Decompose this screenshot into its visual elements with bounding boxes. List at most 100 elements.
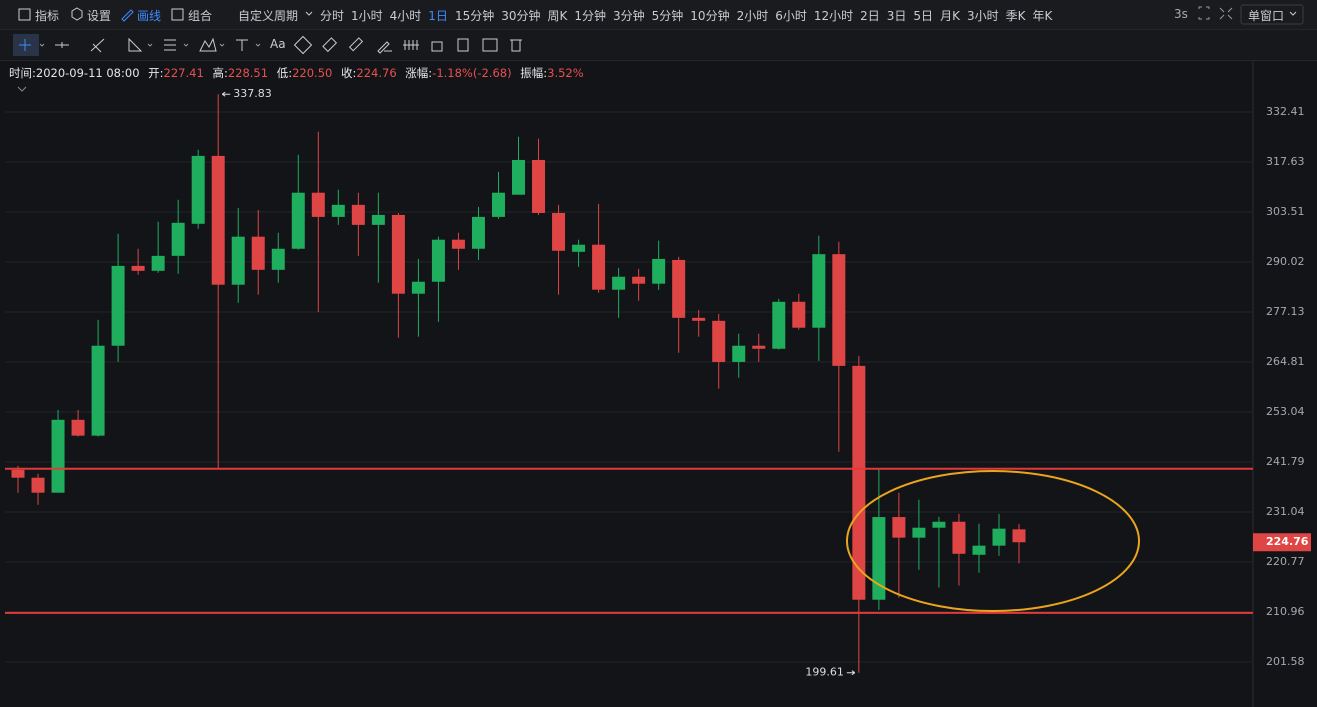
candle-body xyxy=(532,159,546,213)
info-value: 228.51 xyxy=(227,66,269,80)
candle-body xyxy=(51,419,65,493)
candle-body xyxy=(852,365,866,600)
y-tick-label: 241.79 xyxy=(1266,455,1305,468)
period-item[interactable]: 1日 xyxy=(428,9,448,23)
candle-body xyxy=(752,345,766,349)
candle-body xyxy=(371,214,385,225)
period-item[interactable]: 4小时 xyxy=(389,9,422,23)
angle-tool[interactable] xyxy=(128,37,143,52)
info-value: 220.50 xyxy=(292,66,333,80)
menu-item[interactable]: 组合 xyxy=(188,9,213,23)
dropdown-arrow xyxy=(305,11,313,16)
info-label: 振幅: xyxy=(520,66,548,80)
lock-tool[interactable] xyxy=(403,40,419,50)
dropdown-arrow xyxy=(255,43,261,47)
period-item[interactable]: 1小时 xyxy=(351,9,383,23)
period-item[interactable]: 5日 xyxy=(913,9,934,23)
candle-body xyxy=(211,155,225,285)
drawing-tool-icons xyxy=(13,34,522,56)
custom-period[interactable]: 自定义周期 xyxy=(238,9,299,23)
toolbar-icons xyxy=(18,4,1304,25)
pen-tool[interactable] xyxy=(377,41,392,54)
candle-body xyxy=(612,276,626,290)
info-value: -1.18%(-2.68) xyxy=(432,66,512,80)
candle-body xyxy=(872,517,886,600)
candle-body xyxy=(672,259,686,318)
menu-item[interactable]: 设置 xyxy=(87,9,112,23)
candle-body xyxy=(952,521,966,554)
candle-body xyxy=(632,276,646,284)
lock-icon[interactable] xyxy=(431,41,443,52)
period-item[interactable]: 季K xyxy=(1005,9,1026,23)
fib-tool[interactable] xyxy=(164,39,176,51)
text-tool[interactable] xyxy=(236,39,248,51)
min-price-label: 199.61 xyxy=(805,666,844,679)
period-list: 分时 1小时 4小时 1日 15分钟 30分钟 周K 1分钟 3分钟 5分钟 10分钟 2小时 6小时 1… xyxy=(320,7,1052,24)
y-tick-label: 317.63 xyxy=(1266,155,1305,168)
candle-body xyxy=(652,258,666,284)
info-label: 高: xyxy=(212,66,228,80)
annotation-arrow xyxy=(846,670,856,676)
period-item[interactable]: 15分钟 xyxy=(454,9,495,23)
candle-body xyxy=(992,528,1006,546)
annotation-arrow xyxy=(221,91,231,97)
magnet-tool[interactable] xyxy=(293,35,313,55)
eraser-tool[interactable] xyxy=(322,37,338,53)
max-price-label: 337.83 xyxy=(233,87,272,100)
candle-body xyxy=(912,527,926,538)
period-item[interactable]: 3分钟 xyxy=(613,9,645,23)
candle-body xyxy=(191,155,205,224)
candle-body xyxy=(271,248,285,270)
font-tool[interactable]: Aa xyxy=(270,37,286,51)
period-item[interactable]: 5分钟 xyxy=(651,9,684,23)
y-tick-label: 201.58 xyxy=(1266,655,1305,668)
menu-item[interactable]: 指标 xyxy=(35,9,60,23)
candle-body xyxy=(391,214,405,294)
shrink-icon[interactable] xyxy=(1219,7,1233,20)
window-select-box[interactable] xyxy=(1240,4,1304,25)
copy-icon[interactable] xyxy=(457,38,469,52)
candle-body xyxy=(572,244,586,252)
period-item[interactable]: 2小时 xyxy=(736,9,769,23)
collapse-chevron[interactable] xyxy=(17,86,27,92)
period-item[interactable]: 月K xyxy=(940,9,960,23)
candle-body xyxy=(91,345,105,436)
candle-body xyxy=(311,192,325,217)
crosshair-tool[interactable] xyxy=(19,39,31,51)
trend-tool[interactable] xyxy=(90,38,105,53)
period-item[interactable]: 30分钟 xyxy=(501,9,541,23)
candle-body xyxy=(431,239,445,282)
delete-icon[interactable] xyxy=(510,39,522,52)
candle-body xyxy=(772,301,786,349)
period-item[interactable]: 3日 xyxy=(886,9,907,23)
period-item[interactable]: 3小时 xyxy=(966,9,999,23)
period-item[interactable]: 1分钟 xyxy=(574,9,607,23)
period-item[interactable]: 10分钟 xyxy=(690,9,730,23)
period-item[interactable]: 6小时 xyxy=(775,9,807,23)
window-select[interactable]: 单窗口 xyxy=(1248,9,1285,23)
period-item[interactable]: 2日 xyxy=(860,9,880,23)
pattern-tool[interactable] xyxy=(199,37,217,52)
hline-tool[interactable] xyxy=(55,42,69,48)
info-label: 涨幅: xyxy=(405,66,433,80)
period-item[interactable]: 周K xyxy=(547,9,568,23)
dropdown-arrow xyxy=(219,43,225,47)
candle-body xyxy=(131,265,145,271)
template-icon[interactable] xyxy=(482,38,498,52)
candle-body xyxy=(512,159,526,195)
refresh-interval[interactable]: 3s xyxy=(1174,7,1188,21)
candle-body xyxy=(732,345,746,362)
menu-item[interactable]: 画线 xyxy=(137,9,162,23)
fullscreen-icon[interactable] xyxy=(1198,6,1210,20)
candle-body xyxy=(331,204,345,217)
ruler-tool[interactable] xyxy=(348,37,364,52)
ellipse-drawing[interactable] xyxy=(846,470,1140,612)
y-tick-label: 290.02 xyxy=(1266,255,1305,268)
candle-body xyxy=(552,212,566,251)
period-item[interactable]: 年K xyxy=(1032,9,1053,23)
period-item[interactable]: 12小时 xyxy=(813,9,854,23)
period-item[interactable]: 分时 xyxy=(320,9,345,23)
info-label: 开: xyxy=(148,66,164,80)
